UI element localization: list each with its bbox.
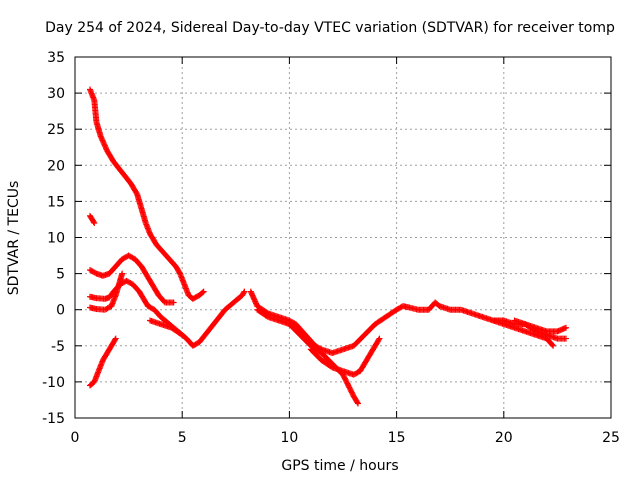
x-tick-label: 10: [280, 430, 298, 446]
data-point-marker: [550, 342, 557, 349]
y-tick-label: 25: [47, 122, 65, 138]
series-track-e: [87, 270, 126, 313]
data-point-marker: [112, 336, 119, 343]
series-track-c: [87, 252, 177, 306]
data-point-marker: [90, 218, 97, 225]
data-point-marker: [355, 400, 362, 407]
y-tick-label: 35: [47, 50, 65, 66]
x-axis-ticks: 0 5 10 15 20 25: [71, 57, 620, 446]
data-point-marker: [178, 331, 185, 338]
data-point-marker: [562, 335, 569, 342]
data-point-marker: [240, 289, 247, 296]
data-point-marker: [200, 288, 207, 295]
y-tick-label: 0: [56, 303, 65, 319]
x-tick-label: 15: [388, 430, 406, 446]
series-track-k: [490, 317, 557, 349]
series-track-j: [307, 335, 383, 378]
x-tick-label: 0: [71, 430, 80, 446]
data-points: [87, 86, 569, 407]
x-axis-label: GPS time / hours: [281, 458, 398, 474]
y-tick-label: 30: [47, 86, 65, 102]
data-point-marker: [562, 324, 569, 331]
series-track-l: [511, 317, 569, 342]
data-point-marker: [375, 336, 382, 343]
series-track-a: [87, 86, 207, 302]
y-tick-label: -15: [42, 411, 65, 427]
x-tick-label: 5: [178, 430, 187, 446]
y-tick-label: 10: [47, 231, 65, 247]
x-tick-label: 20: [495, 430, 513, 446]
x-tick-label: 25: [602, 430, 620, 446]
y-axis-label: SDTVAR / TECUs: [6, 181, 22, 296]
series-track-d: [87, 277, 248, 349]
data-point-marker: [199, 289, 206, 296]
series-track-h: [247, 288, 569, 357]
series-track-b: [87, 212, 98, 227]
chart-title: Day 254 of 2024, Sidereal Day-to-day VTE…: [45, 20, 615, 36]
data-point-marker: [179, 331, 186, 338]
data-point-marker: [91, 220, 98, 227]
y-tick-label: -10: [42, 375, 65, 391]
data-point-marker: [549, 341, 556, 348]
y-tick-label: -5: [51, 339, 65, 355]
y-tick-label: 5: [56, 267, 65, 283]
data-point-marker: [119, 270, 126, 277]
series-track-i: [254, 306, 362, 407]
data-point-marker: [354, 399, 361, 406]
data-point-marker: [112, 335, 119, 342]
data-point-marker: [376, 335, 383, 342]
y-tick-label: 20: [47, 158, 65, 174]
y-tick-label: 15: [47, 194, 65, 210]
data-point-marker: [241, 288, 248, 295]
grid-lines: [75, 57, 611, 418]
series-track-f: [87, 335, 119, 389]
data-point-marker: [170, 299, 177, 306]
y-axis-ticks: -15 -10 -5 0 5 10 15 20 25 30 35: [42, 50, 611, 427]
series-track-g: [147, 317, 186, 338]
